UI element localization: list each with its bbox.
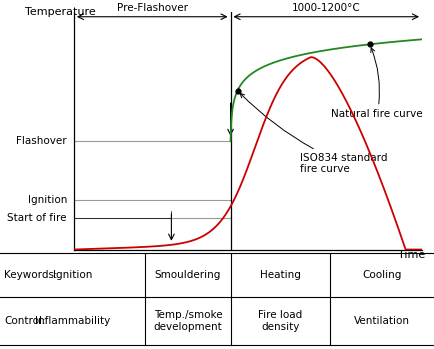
Text: Cooling: Cooling xyxy=(362,270,401,280)
Text: Flashover: Flashover xyxy=(16,136,67,146)
Text: Inflammability: Inflammability xyxy=(35,316,110,326)
Text: Heating: Heating xyxy=(259,270,300,280)
Text: Start of fire: Start of fire xyxy=(7,213,67,223)
Text: Ignition: Ignition xyxy=(53,270,92,280)
Text: Temperature: Temperature xyxy=(25,7,96,17)
Text: Time: Time xyxy=(397,250,424,260)
Text: Temp./smoke
development: Temp./smoke development xyxy=(153,310,222,332)
Text: Ignition: Ignition xyxy=(27,195,67,205)
Text: Control:: Control: xyxy=(4,316,46,326)
Text: Smouldering: Smouldering xyxy=(155,270,220,280)
Text: Natural fire curve: Natural fire curve xyxy=(331,48,422,119)
Text: Pre-Flashover: Pre-Flashover xyxy=(116,3,187,13)
Text: Fire load
density: Fire load density xyxy=(257,310,302,332)
Text: Ventilation: Ventilation xyxy=(354,316,409,326)
Text: Post-Flashover
1000-1200°C: Post-Flashover 1000-1200°C xyxy=(287,0,364,13)
Text: Keywords:: Keywords: xyxy=(4,270,58,280)
Text: ISO834 standard
fire curve: ISO834 standard fire curve xyxy=(240,94,387,174)
